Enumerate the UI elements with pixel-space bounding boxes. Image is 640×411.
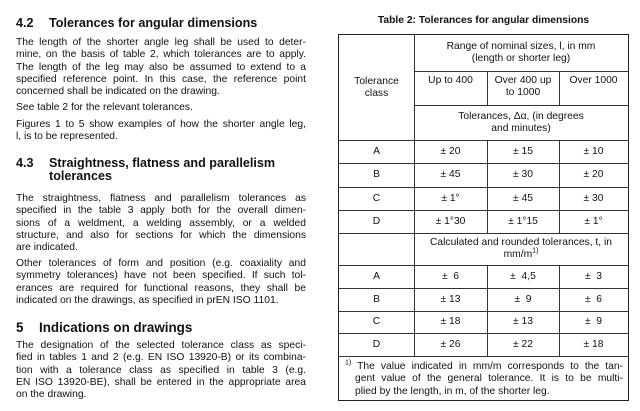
text-line: fied in tables 1 and 2 (e.g. EN ISO 1392… <box>16 352 306 364</box>
text-line: specified in the table 3 apply both for … <box>16 205 306 217</box>
table-rule <box>414 105 628 106</box>
section-4-3-para1: The straightness, flatness and paralleli… <box>16 193 306 254</box>
section-4-2-para3: Figures 1 to 5 show examples of how the … <box>16 119 306 144</box>
table-rule <box>339 288 628 289</box>
row-class: B <box>373 293 380 305</box>
tolerance-value: ± 1° <box>441 192 460 204</box>
section-4-3-heading: 4.3 Straightness, flatness and parallelis… <box>16 156 276 183</box>
table-rule <box>487 265 488 356</box>
table-rule <box>559 265 560 356</box>
tolerance-value: ± 13 <box>513 316 533 327</box>
table-rule <box>559 71 560 105</box>
text-line: sions of a weldment, a welding assembly,… <box>16 217 306 229</box>
table-rule <box>487 71 488 105</box>
section-4-2-heading: 4.2 Tolerances for angular dimensions <box>16 16 258 30</box>
column-header: Over 1000 <box>569 75 618 86</box>
section-4-3-para2: Other tolerances of form and position (e… <box>16 258 306 307</box>
footnote-line: plied by the length, in m, of the shorte… <box>355 385 550 397</box>
table-footnote: 1) The value indicated in mm/m correspon… <box>345 359 623 398</box>
tolerance-value: ± 6 <box>441 270 460 282</box>
row-class: B <box>373 169 380 180</box>
row-class: D <box>372 215 381 227</box>
row-class: A <box>373 145 380 157</box>
text-line: tion with a tolerance class as specified… <box>16 364 306 376</box>
section-5-para1: The designation of the selected toleranc… <box>16 340 306 401</box>
section-5-heading: 5 Indications on drawings <box>16 320 193 335</box>
table-rule <box>559 140 560 233</box>
text-line: The straightness, flatness and paralleli… <box>16 193 306 204</box>
text-line: The length of the leg may also be assume… <box>16 61 306 73</box>
text-line: The length of the shorter angle leg shal… <box>16 37 306 48</box>
tolerance-value: ± 18 <box>440 316 461 327</box>
table-rule <box>487 140 488 233</box>
text-line: Figures 1 to 5 show examples of how the … <box>16 119 306 130</box>
table-rule <box>339 265 628 266</box>
text-line: concerned shall be indicated on the draw… <box>16 86 220 98</box>
row-class: C <box>372 316 381 327</box>
row-class: C <box>372 192 381 204</box>
text-line: mine, on the basis of table 2, which tol… <box>16 49 306 61</box>
table-rule <box>339 311 628 312</box>
table-rule <box>339 233 628 234</box>
tolerance-value: ± 20 <box>583 169 604 180</box>
table-rule <box>414 35 415 356</box>
tolerance-value: ± 20 <box>440 145 461 157</box>
text-line: The designation of the selected toleranc… <box>16 340 306 351</box>
text-line: See table 2 for the relevant tolerances. <box>16 102 193 113</box>
text-line: are indicated. <box>16 242 78 254</box>
table-rule <box>414 71 628 72</box>
tolerance-value: ± 1° <box>584 215 603 227</box>
column-header: Up to 400 <box>428 75 473 86</box>
section-4-2-para2: See table 2 for the relevant tolerances. <box>16 102 306 114</box>
tolerance-value: ± 1°30 <box>435 215 466 227</box>
footnote-ref: 1) <box>532 247 539 255</box>
tolerance-value: ± 4,5 <box>510 270 536 282</box>
table-rule <box>339 187 628 188</box>
class-header: Tolerance class <box>354 75 399 99</box>
table-rule <box>339 140 628 141</box>
tolerance-value: ± 9 <box>514 293 532 305</box>
tolerance-value: ± 10 <box>583 145 604 157</box>
range-header: Range of nominal sizes, l, in mm (length… <box>446 41 596 64</box>
footnote-mark: 1) <box>345 359 352 367</box>
row-class: D <box>372 338 381 350</box>
table-rule <box>339 210 628 211</box>
tolerance-value: ± 1°15 <box>508 215 538 227</box>
section-4-2-para1: The length of the shorter angle leg shal… <box>16 37 306 98</box>
footnote-line: 1) The value indicated in mm/m correspon… <box>345 359 623 373</box>
tolerance-value: ± 30 <box>583 192 604 204</box>
tolerance-value: ± 45 <box>513 192 533 204</box>
text-line: erances are required for functional reas… <box>16 282 306 294</box>
column-header: Over 400 up to 1000 <box>494 75 552 98</box>
text-line: symmetry tolerances) have not been speci… <box>16 270 306 282</box>
tolerance-value: ± 9 <box>584 316 603 327</box>
tolerance-table: Tolerance class Range of nominal sizes, l… <box>338 34 629 401</box>
row-class: A <box>373 270 380 282</box>
tolerance-value: ± 3 <box>584 270 603 282</box>
text-line: on the drawing. <box>16 389 87 401</box>
mm-header-text: Calculated and rounded tolerances, t, in… <box>429 237 613 260</box>
tolerance-value: ± 15 <box>513 145 533 157</box>
tolerance-value: ± 45 <box>440 169 461 180</box>
mm-header: Calculated and rounded tolerances, t, in… <box>414 233 628 265</box>
table-caption: Table 2: Tolerances for angular dimensio… <box>377 15 590 26</box>
tolerance-value: ± 13 <box>440 293 461 305</box>
tolerance-value: ± 26 <box>440 338 461 350</box>
text-line: structure, and also for sections for whi… <box>16 229 306 241</box>
footnote-line: gent value of the general tolerance. It … <box>355 373 623 385</box>
tolerance-value: ± 22 <box>513 338 533 350</box>
tolerance-value: ± 18 <box>583 338 604 350</box>
text-line: specified reference point. In this case,… <box>16 73 306 85</box>
text-line: Other tolerances of form and position (e… <box>16 258 306 269</box>
text-line: l, is to be represented. <box>16 131 118 143</box>
tolerance-value: ± 6 <box>584 293 603 305</box>
table-rule <box>339 356 628 357</box>
degrees-header: Tolerances, Δα, (in degrees and minutes) <box>458 110 584 134</box>
tolerance-value: ± 30 <box>513 169 533 180</box>
table-rule <box>339 333 628 334</box>
table-rule <box>339 163 628 164</box>
text-line: indicated on the drawings, as specified … <box>16 294 279 306</box>
footnote-text: The value indicated in mm/m corresponds … <box>357 361 623 372</box>
text-line: EN ISO 13920-BE), shall be entered in th… <box>16 376 306 388</box>
